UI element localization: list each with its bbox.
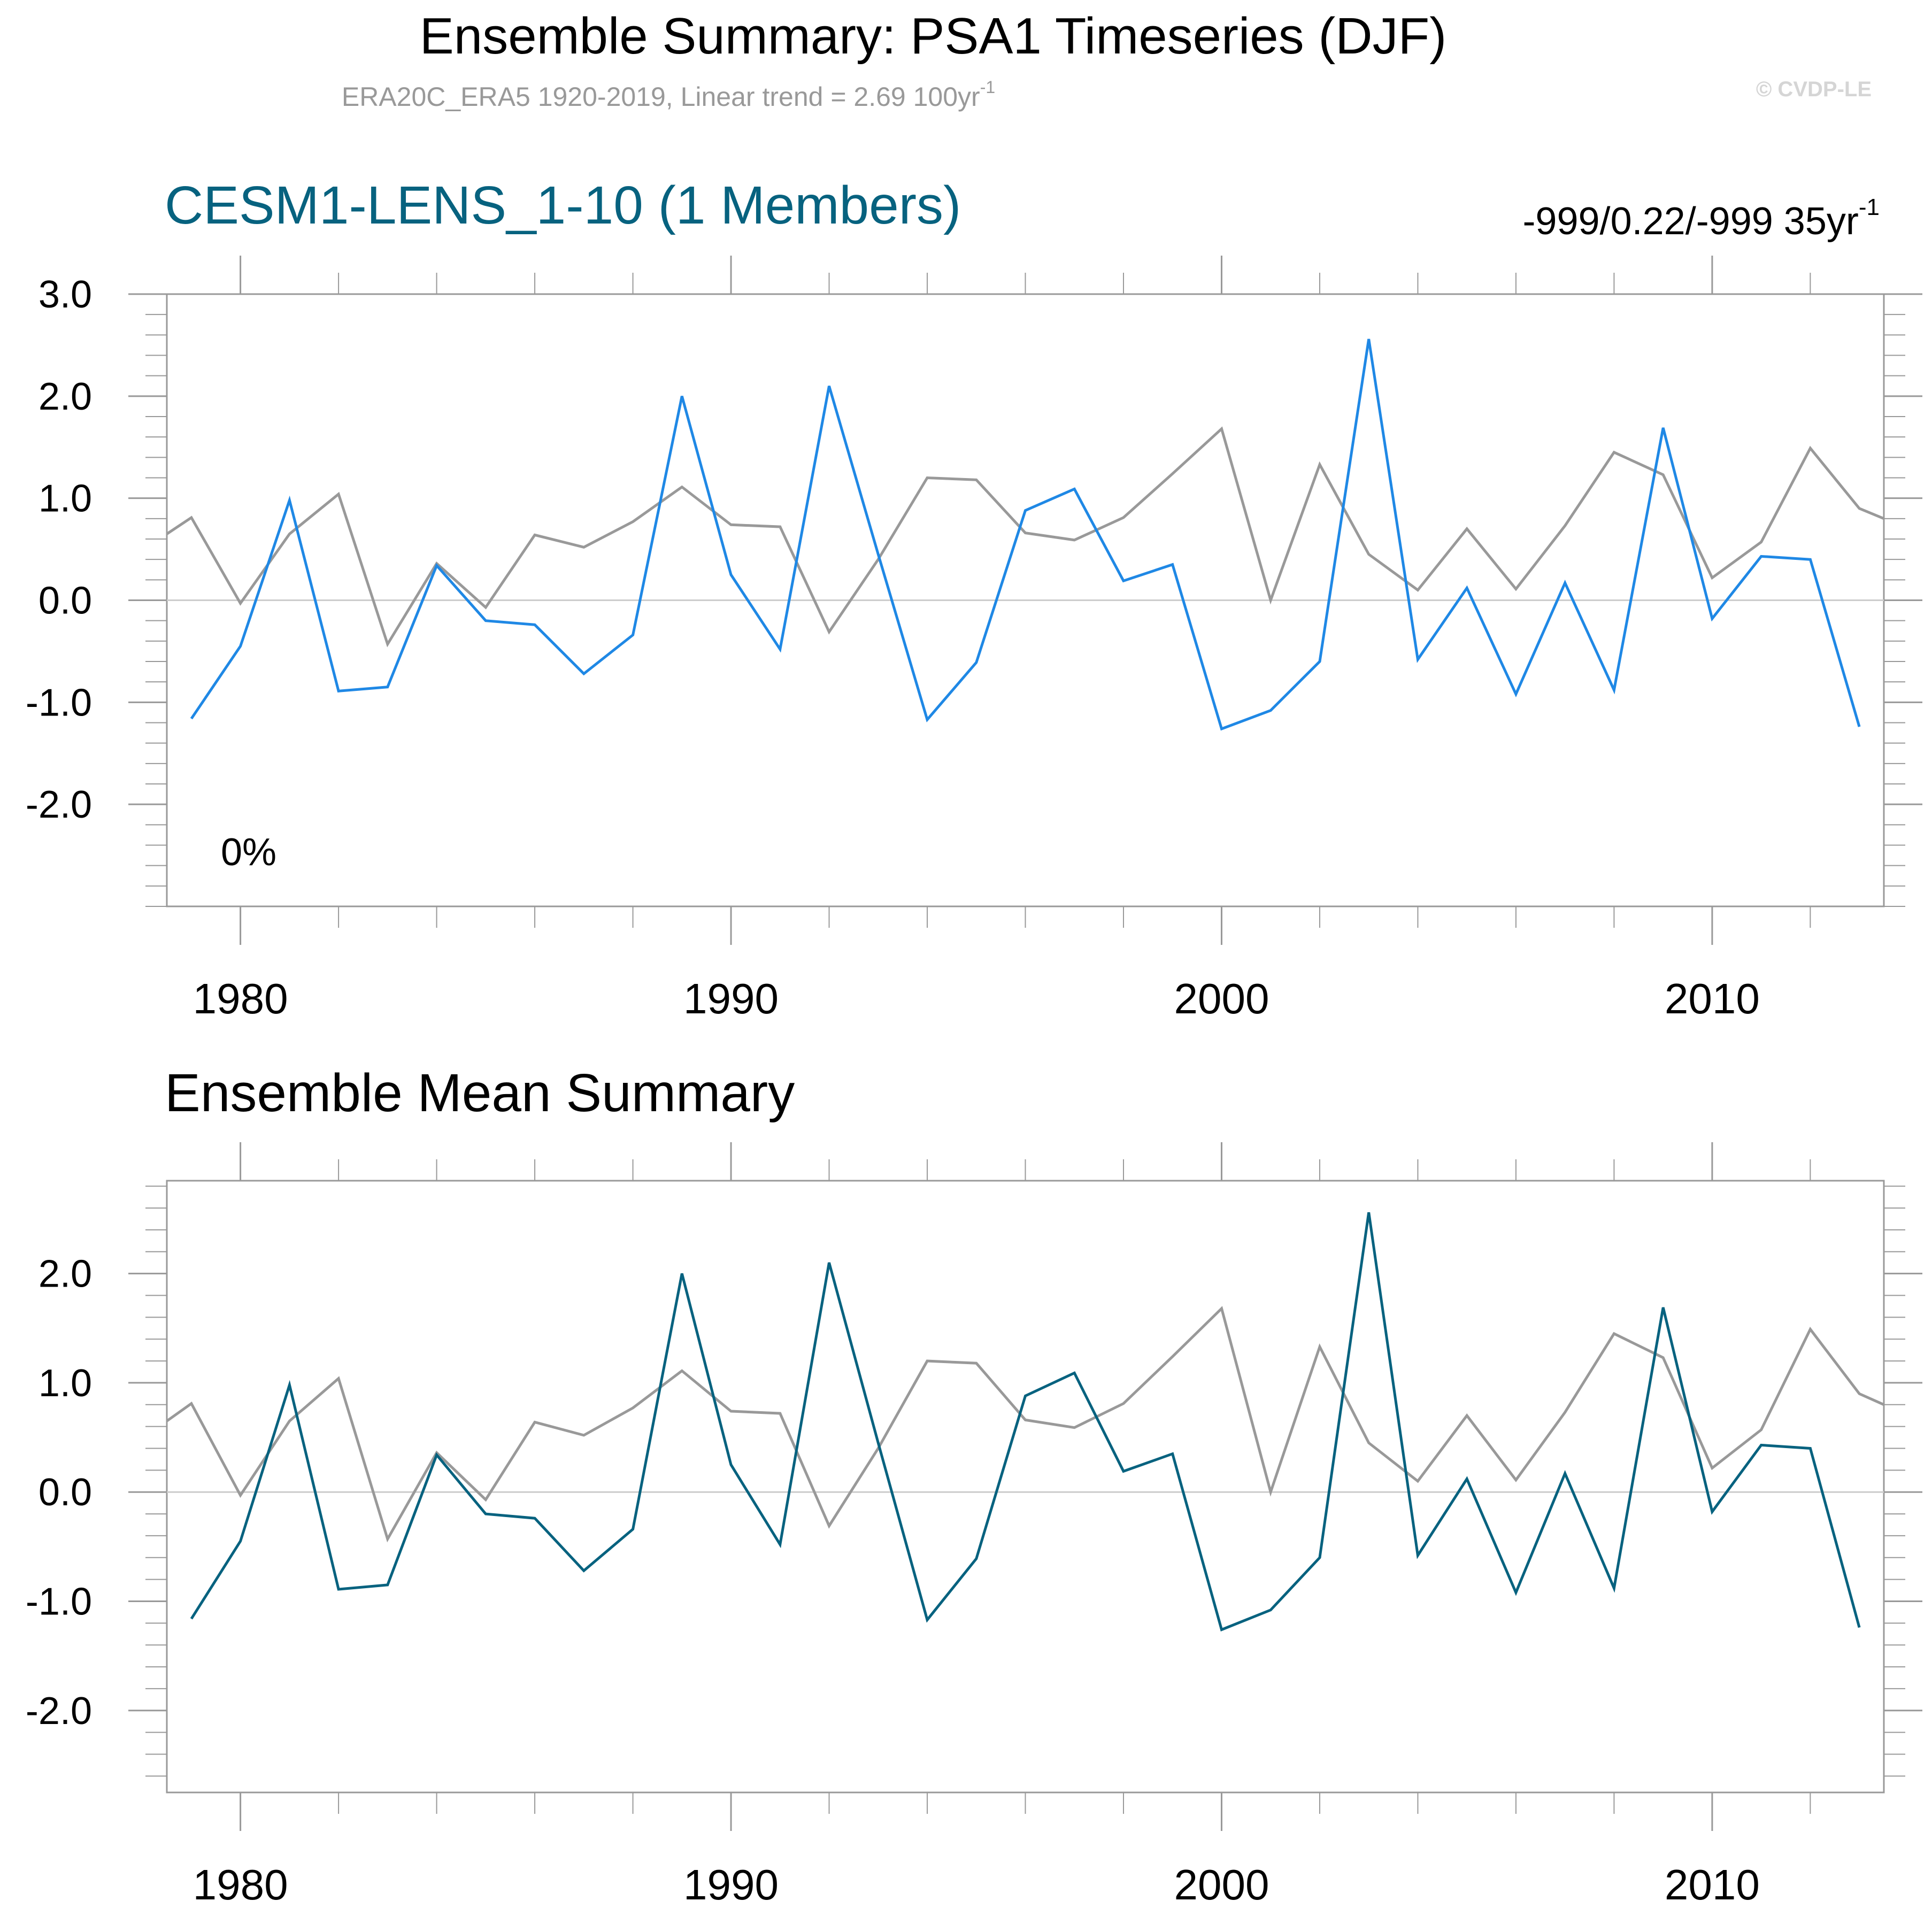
subtitle: ERA20C_ERA5 1920-2019, Linear trend = 2.… [342, 78, 995, 112]
y-tick-label: 1.0 [39, 1362, 92, 1405]
subtitle-superscript: -1 [980, 78, 995, 97]
panel-member: CESM1-LENS_1-10 (1 Members) -999/0.22/-9… [26, 175, 1922, 1022]
x-tick-label: 2000 [1174, 1861, 1269, 1908]
y-tick-label: -2.0 [26, 783, 92, 826]
trend-label-superscript: -1 [1859, 194, 1880, 220]
x-tick-label: 1990 [683, 1861, 779, 1908]
x-tick-label: 2010 [1665, 975, 1760, 1022]
panel-member-axes: 3.0 2.0 1.0 0.0 -1.0 -2.0 1980 1990 2000 2010 [26, 256, 1922, 1022]
panel-mean-title: Ensemble Mean Summary [165, 1063, 795, 1123]
trend-label-text: -999/0.22/-999 35yr [1522, 200, 1858, 243]
y-tick-label: 2.0 [39, 1253, 92, 1296]
y-tick-label: 2.0 [39, 375, 92, 418]
y-tick-label: -1.0 [26, 1581, 92, 1623]
panel-member-lines [166, 338, 1884, 731]
watermark: © CVDP-LE [1756, 78, 1872, 101]
x-tick-label: 2010 [1665, 1861, 1760, 1908]
panel-member-title: CESM1-LENS_1-10 (1 Members) [165, 175, 961, 235]
series-line-mean [190, 1212, 1861, 1631]
y-tick-label: 0.0 [39, 1471, 92, 1514]
panel-mean-axes: 2.0 1.0 0.0 -1.0 -2.0 1980 1990 2000 2010 [26, 1142, 1922, 1908]
series-line-member [190, 338, 1861, 731]
y-tick-label: -2.0 [26, 1690, 92, 1733]
y-tick-label: -1.0 [26, 681, 92, 724]
panel-mean-lines [166, 1212, 1885, 1631]
x-tick-label: 1990 [683, 975, 779, 1022]
x-tick-label: 2000 [1174, 975, 1269, 1022]
y-tick-label: 1.0 [39, 478, 92, 520]
subtitle-text: ERA20C_ERA5 1920-2019, Linear trend = 2.… [342, 82, 980, 112]
series-line-obs [166, 426, 1884, 648]
y-tick-label: 3.0 [39, 273, 92, 316]
panel-mean: Ensemble Mean Summary 2.0 1.0 0.0 -1.0 -2.0 1… [26, 1063, 1922, 1908]
main-title: Ensemble Summary: PSA1 Timeseries (DJF) [420, 7, 1446, 65]
panel-member-trend-label: -999/0.22/-999 35yr-1 [1522, 194, 1880, 243]
series-line-obs [166, 1306, 1885, 1543]
y-tick-label: 0.0 [39, 580, 92, 622]
x-tick-label: 1980 [193, 975, 288, 1022]
panel-member-percent-annotation: 0% [221, 831, 276, 874]
x-tick-label: 1980 [193, 1861, 288, 1908]
